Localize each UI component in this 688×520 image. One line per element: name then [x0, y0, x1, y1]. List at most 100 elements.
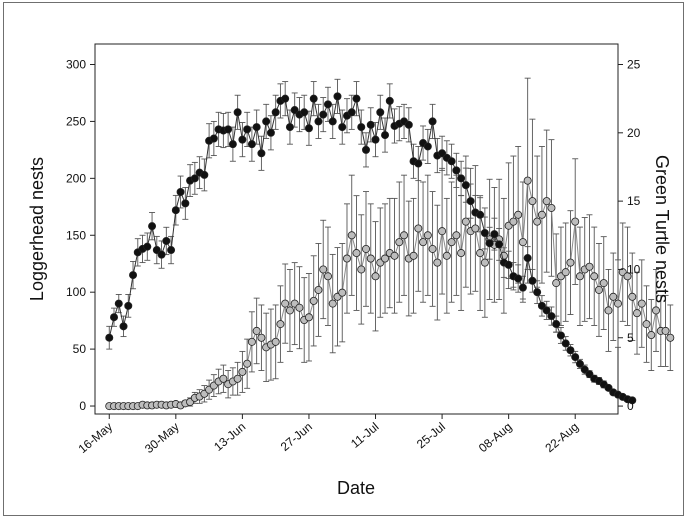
green-point	[609, 292, 618, 301]
x-tick-label: 30-May	[142, 420, 182, 456]
x-tick-label: 27-Jun	[278, 420, 315, 454]
loggerhead-point	[152, 246, 161, 255]
loggerhead-point	[176, 187, 185, 196]
right-axis: 0 5 10 15 20 25	[618, 57, 641, 413]
loggerhead-point	[428, 117, 437, 126]
x-tick-label: 11-Jul	[348, 420, 381, 451]
loggerhead-point	[404, 120, 413, 129]
loggerhead-point	[162, 236, 171, 245]
green-point	[390, 251, 399, 260]
left-tick-label: 300	[66, 57, 86, 71]
loggerhead-point	[281, 94, 290, 103]
green-point	[433, 258, 442, 267]
loggerhead-point	[148, 222, 157, 231]
loggerhead-point	[262, 117, 271, 126]
loggerhead-point	[200, 170, 209, 179]
green-point	[352, 249, 361, 258]
green-point	[323, 272, 332, 281]
loggerhead-point	[457, 174, 466, 183]
green-point	[452, 231, 461, 240]
right-axis-title: Green Turtle nests	[652, 155, 672, 303]
loggerhead-point	[167, 246, 176, 255]
loggerhead-point	[333, 92, 342, 101]
loggerhead-point	[518, 283, 527, 292]
green-point	[633, 309, 642, 318]
loggerhead-point	[157, 250, 166, 259]
loggerhead-point	[485, 239, 494, 248]
green-point	[328, 299, 337, 308]
green-point	[395, 238, 404, 247]
green-point	[309, 296, 318, 305]
green-point	[400, 231, 409, 240]
loggerhead-point	[447, 157, 456, 166]
figure-frame	[3, 2, 684, 516]
green-point	[295, 303, 304, 312]
left-tick-label: 0	[79, 399, 86, 413]
loggerhead-point	[542, 306, 551, 315]
green-point	[252, 326, 261, 335]
green-turtle-series	[105, 176, 675, 411]
right-tick-label: 0	[627, 399, 634, 413]
green-point	[233, 374, 242, 383]
green-point	[561, 268, 570, 277]
loggerhead-point	[381, 131, 390, 140]
loggerhead-point	[552, 320, 561, 329]
green-point	[623, 272, 632, 281]
loggerhead-point	[124, 301, 133, 310]
loggerhead-point	[547, 312, 556, 321]
loggerhead-point	[571, 353, 580, 362]
green-point	[599, 279, 608, 288]
loggerhead-point	[347, 108, 356, 117]
left-tick-label: 100	[66, 285, 86, 299]
loggerhead-series	[105, 92, 637, 405]
loggerhead-point	[376, 108, 385, 117]
green-point	[647, 331, 656, 340]
loggerhead-point	[371, 135, 380, 144]
green-point	[414, 224, 423, 233]
loggerhead-point	[319, 110, 328, 119]
loggerhead-point	[266, 128, 275, 137]
loggerhead-point	[604, 383, 613, 392]
loggerhead-point	[290, 106, 299, 115]
right-tick-label: 20	[627, 126, 641, 140]
green-point	[566, 258, 575, 267]
loggerhead-point	[190, 174, 199, 183]
x-tick-label: 13-Jun	[211, 420, 248, 454]
green-point	[338, 288, 347, 297]
green-point	[537, 210, 546, 219]
green-point	[666, 333, 675, 342]
green-point	[438, 227, 447, 236]
left-tick-label: 50	[73, 342, 87, 356]
loggerhead-point	[580, 365, 589, 374]
loggerhead-point	[309, 94, 318, 103]
loggerhead-point	[314, 117, 323, 126]
loggerhead-point	[171, 206, 180, 215]
loggerhead-point	[304, 124, 313, 133]
loggerhead-point	[271, 108, 280, 117]
x-tick-label: 16-May	[76, 420, 116, 456]
green-point	[642, 320, 651, 329]
green-point	[542, 197, 551, 206]
green-point	[366, 254, 375, 263]
loggerhead-point	[247, 140, 256, 149]
loggerhead-point	[338, 123, 347, 132]
green-point	[628, 292, 637, 301]
x-tick-label: 25-Jul	[414, 420, 448, 452]
green-point	[514, 210, 523, 219]
green-point	[419, 238, 428, 247]
green-point	[471, 224, 480, 233]
loggerhead-point	[414, 159, 423, 168]
green-point	[371, 272, 380, 281]
loggerhead-point	[561, 339, 570, 348]
loggerhead-point	[466, 197, 475, 206]
green-point	[533, 217, 542, 226]
loggerhead-point	[556, 331, 565, 340]
left-tick-label: 150	[66, 228, 86, 242]
plot-area-border	[94, 43, 619, 415]
green-point	[476, 249, 485, 258]
green-point	[528, 197, 537, 206]
x-axis-title: Date	[337, 478, 375, 498]
loggerhead-point	[495, 240, 504, 249]
loggerhead-point	[362, 145, 371, 154]
green-point	[552, 279, 561, 288]
